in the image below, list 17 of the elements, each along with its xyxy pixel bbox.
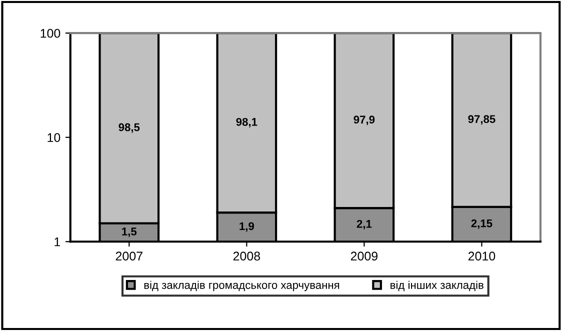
data-label: 97,85 bbox=[468, 115, 496, 125]
legend-label: від закладів громадського харчування bbox=[144, 280, 340, 292]
y-tick-label: 1 bbox=[54, 238, 60, 246]
x-tick-label: 2009 bbox=[350, 252, 378, 261]
y-tick-label: 10 bbox=[48, 133, 60, 142]
data-label: 2,1 bbox=[356, 220, 372, 230]
x-tick-label: 2007 bbox=[116, 252, 142, 261]
data-label: 2,15 bbox=[471, 219, 492, 229]
x-tick-label: 2008 bbox=[233, 252, 260, 261]
data-label: 98,5 bbox=[118, 123, 140, 133]
data-label: 1,9 bbox=[240, 222, 254, 232]
legend-label: від інших закладів bbox=[390, 280, 484, 292]
data-label: 1,5 bbox=[122, 228, 137, 238]
y-tick-label: 100 bbox=[40, 28, 60, 38]
x-tick-label: 2010 bbox=[468, 252, 496, 261]
data-label: 98,1 bbox=[236, 118, 258, 128]
data-label: 97,9 bbox=[354, 116, 375, 126]
